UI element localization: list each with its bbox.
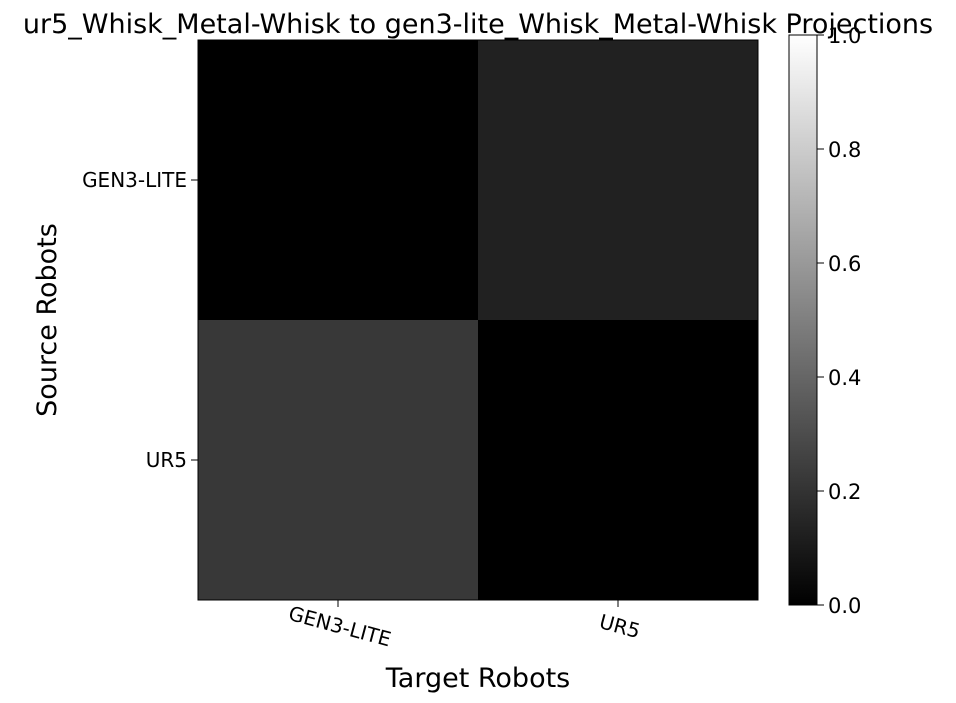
x-axis-ticks: GEN3-LITE UR5 bbox=[286, 600, 643, 651]
heatmap-cell-0-1 bbox=[478, 40, 758, 320]
heatmap-cell-1-0 bbox=[198, 320, 478, 600]
x-tick-label: GEN3-LITE bbox=[286, 601, 394, 651]
colorbar-ticks: 0.0 0.2 0.4 0.6 0.8 1.0 bbox=[817, 24, 861, 618]
plot-frame bbox=[197, 39, 759, 601]
y-axis-label: Source Robots bbox=[32, 223, 63, 417]
chart-title: ur5_Whisk_Metal-Whisk to gen3-lite_Whisk… bbox=[23, 9, 933, 40]
colorbar-tick-label: 0.4 bbox=[828, 366, 861, 390]
heatmap-cell-1-1 bbox=[478, 320, 758, 600]
y-axis-ticks: GEN3-LITE UR5 bbox=[82, 168, 198, 472]
colorbar bbox=[788, 34, 818, 606]
colorbar-tick-label: 0.0 bbox=[828, 594, 861, 618]
heatmap-cells bbox=[198, 40, 758, 600]
x-axis-label: Target Robots bbox=[385, 663, 571, 694]
colorbar-tick-label: 1.0 bbox=[828, 24, 861, 48]
colorbar-tick-label: 0.6 bbox=[828, 252, 861, 276]
y-tick-label: GEN3-LITE bbox=[82, 168, 187, 192]
x-tick-label: UR5 bbox=[597, 609, 643, 643]
heatmap-cell-0-0 bbox=[198, 40, 478, 320]
y-tick-label: UR5 bbox=[146, 448, 187, 472]
colorbar-tick-label: 0.2 bbox=[828, 480, 861, 504]
colorbar-tick-label: 0.8 bbox=[828, 138, 861, 162]
